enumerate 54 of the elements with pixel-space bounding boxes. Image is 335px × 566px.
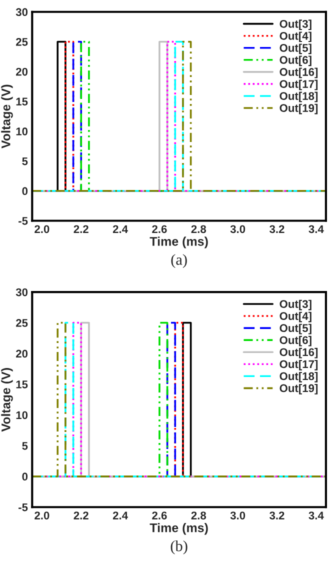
x-tick-label: 2.2 — [74, 225, 88, 233]
x-tick-label: 2.6 — [152, 225, 167, 234]
y-tick-label: -5 — [18, 504, 28, 512]
legend-label: Out[5] — [280, 324, 312, 334]
x-tick-label: 3.4 — [308, 225, 324, 234]
y-tick-label: 15 — [16, 98, 28, 106]
x-tick-label: 3.2 — [270, 512, 284, 520]
x-tick-label: 2.4 — [112, 512, 128, 520]
y-tick-label: 0 — [22, 472, 28, 481]
x-tick-label: 2.2 — [74, 512, 88, 520]
x-tick-label: 2.4 — [112, 225, 128, 233]
y-tick-label: 25 — [16, 319, 28, 327]
y-tick-label: 20 — [16, 350, 28, 358]
y-tick-label: 15 — [16, 380, 28, 388]
legend-label: Out[18] — [280, 372, 318, 382]
y-tick-label: 20 — [16, 68, 28, 76]
legend-label: Out[5] — [280, 44, 312, 54]
legend-label: Out[18] — [280, 92, 318, 102]
x-tick-label: 2.8 — [191, 512, 206, 520]
legend-label: Out[6] — [280, 56, 312, 66]
y-tick-label: 10 — [16, 128, 28, 136]
text: (b) — [170, 540, 188, 554]
y-tick-label: 25 — [16, 38, 28, 46]
legend-label: Out[3] — [280, 20, 312, 30]
x-tick-label: 3.2 — [270, 225, 284, 234]
legend-label: Out[4] — [280, 312, 312, 322]
y-tick-label: 10 — [16, 411, 28, 420]
y-axis-title: Voltage (V) — [1, 368, 13, 432]
legend-label: Out[19] — [280, 104, 318, 114]
x-tick-label: 3.0 — [230, 225, 246, 234]
x-axis-title: Time (ms) — [150, 523, 208, 535]
x-tick-label: 2.6 — [152, 512, 167, 520]
text: (a) — [171, 254, 187, 268]
y-tick-label: 5 — [22, 157, 28, 166]
y-tick-label: 0 — [22, 187, 28, 196]
y-tick-label: 30 — [16, 8, 28, 16]
x-tick-label: 3.4 — [308, 512, 324, 520]
legend-label: Out[19] — [280, 384, 318, 394]
y-tick-label: 30 — [16, 288, 28, 296]
legend-label: Out[16] — [280, 348, 318, 358]
y-tick-label: -5 — [18, 217, 28, 225]
legend-label: Out[17] — [280, 360, 318, 370]
x-tick-label: 3.0 — [230, 512, 246, 520]
y-tick-label: 5 — [22, 442, 28, 450]
legend-label: Out[16] — [280, 68, 318, 78]
legend-label: Out[3] — [280, 300, 312, 310]
x-tick-label: 2.8 — [191, 225, 206, 234]
legend-label: Out[17] — [280, 80, 318, 90]
legend-label: Out[4] — [280, 32, 312, 42]
x-axis-title: Time (ms) — [150, 236, 208, 248]
legend-label: Out[6] — [280, 336, 312, 346]
x-tick-label: 2.0 — [34, 225, 50, 234]
x-tick-label: 2.0 — [34, 512, 50, 520]
y-axis-title: Voltage (V) — [1, 84, 13, 148]
